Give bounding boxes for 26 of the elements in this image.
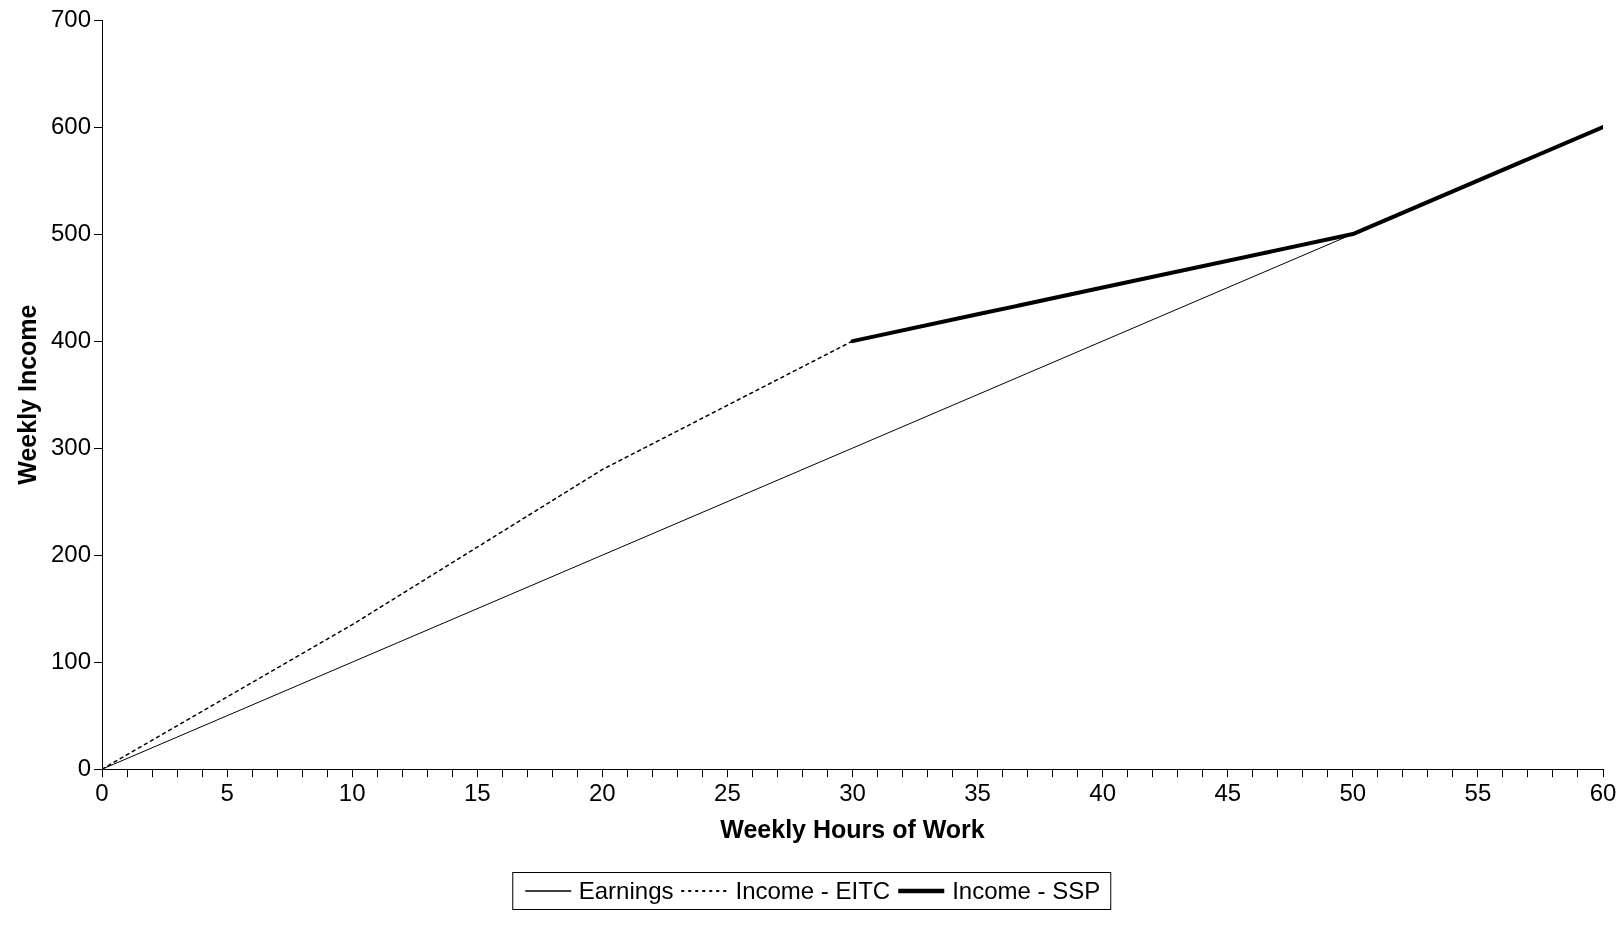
y-tick-label: 400 xyxy=(51,325,92,353)
y-tick-label: 600 xyxy=(51,111,92,139)
x-tick-label: 40 xyxy=(1089,779,1117,807)
x-axis-title: Weekly Hours of Work xyxy=(720,814,985,843)
x-tick-label: 20 xyxy=(589,779,616,807)
x-tick-label: 10 xyxy=(338,779,366,807)
x-tick-label: 60 xyxy=(1589,779,1617,807)
y-tick-label: 500 xyxy=(51,218,92,246)
y-tick-label: 200 xyxy=(51,539,92,567)
x-tick-label: 0 xyxy=(95,779,109,807)
y-tick-label: 300 xyxy=(51,432,92,460)
x-tick-label: 55 xyxy=(1464,779,1492,807)
x-tick-label: 15 xyxy=(463,779,491,807)
x-tick-label: 25 xyxy=(714,779,741,807)
legend-label: Income - EITC xyxy=(735,877,891,905)
y-axis-title: Weekly Income xyxy=(12,304,41,485)
y-tick-label: 100 xyxy=(51,646,92,674)
x-tick-label: 30 xyxy=(839,779,866,807)
x-tick-label: 35 xyxy=(964,779,991,807)
x-tick-label: 45 xyxy=(1214,779,1242,807)
legend-label: Income - SSP xyxy=(952,877,1101,905)
x-tick-label: 5 xyxy=(220,779,234,807)
y-tick-label: 700 xyxy=(51,4,92,32)
y-tick-label: 0 xyxy=(77,753,92,781)
legend-label: Earnings xyxy=(578,877,674,905)
x-tick-label: 50 xyxy=(1339,779,1367,807)
